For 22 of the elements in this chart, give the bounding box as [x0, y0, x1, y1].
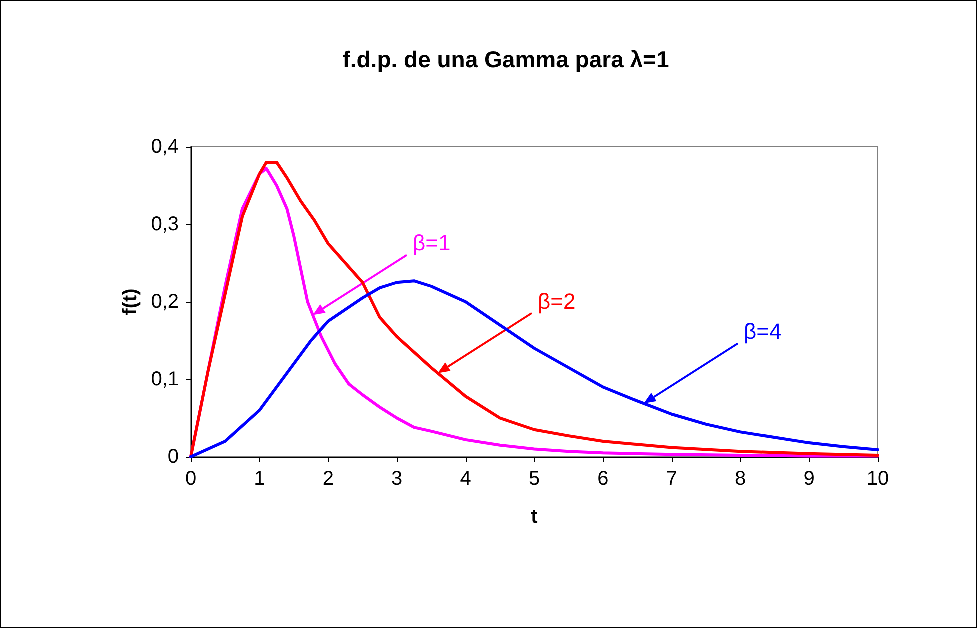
- y-tick-label: 0,3: [151, 214, 179, 236]
- x-tick-label: 7: [666, 468, 678, 490]
- x-tick-label: 0: [185, 468, 197, 490]
- x-tick-label: 8: [735, 468, 746, 490]
- x-axis-title: t: [531, 506, 538, 528]
- chart-title: f.d.p. de una Gamma para λ=1: [342, 46, 670, 72]
- y-tick-label: 0,2: [151, 291, 179, 313]
- text: β=2: [538, 288, 576, 314]
- y-axis-title: f(t): [119, 288, 142, 316]
- x-tick-label: 6: [598, 468, 609, 490]
- x-tick-label: 2: [322, 468, 334, 490]
- text: β=4: [744, 319, 782, 344]
- x-tick-label: 1: [254, 468, 266, 490]
- x-tick-label: 4: [460, 468, 472, 490]
- x-tick-label: 5: [528, 468, 540, 490]
- text: β=1: [413, 230, 451, 256]
- y-tick-label: 0,1: [151, 368, 179, 390]
- y-tick-label: 0,4: [151, 136, 179, 158]
- x-tick-label: 9: [804, 468, 815, 490]
- y-tick-label: 0: [168, 446, 179, 468]
- x-tick-label: 3: [392, 468, 403, 490]
- x-tick-label: 10: [866, 468, 890, 490]
